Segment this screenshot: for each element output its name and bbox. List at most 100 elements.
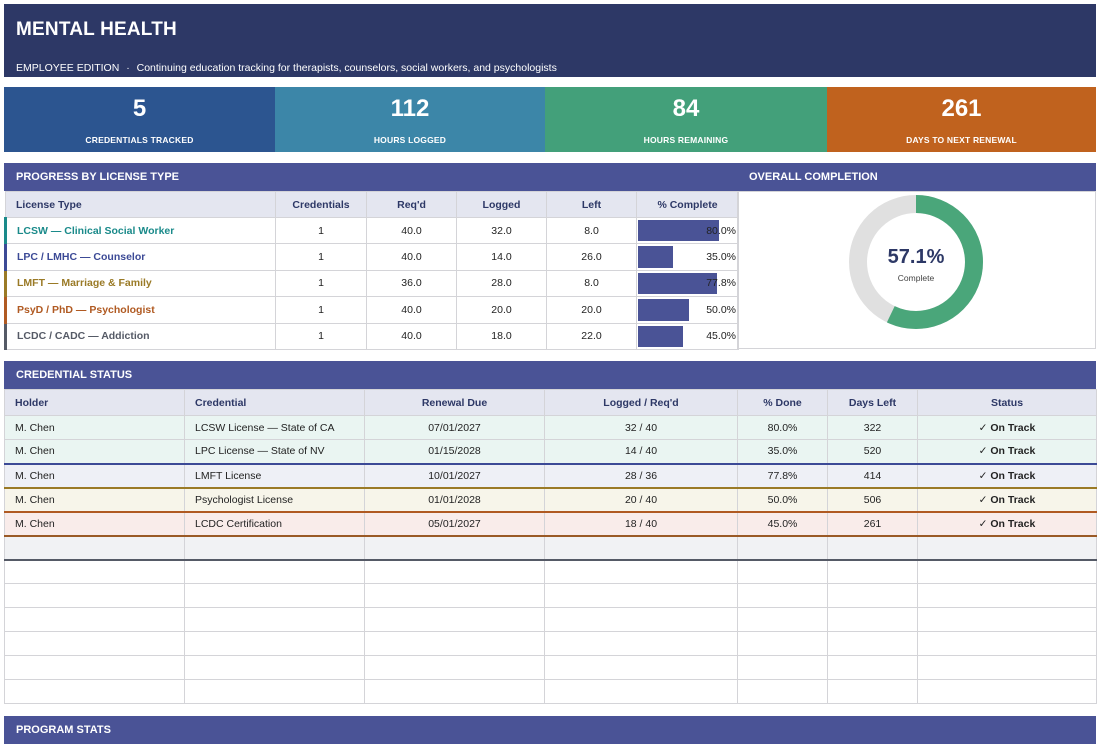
empty-cell (827, 631, 918, 656)
percent-complete-label: 50.0% (706, 303, 736, 316)
table-cell: 1 (275, 216, 367, 245)
overall-completion-donut: 57.1% Complete (849, 195, 983, 329)
table-cell: 80.0% (737, 415, 828, 440)
table-cell: 520 (827, 439, 918, 465)
table-cell: LMFT License (184, 463, 365, 489)
empty-cell (917, 535, 1097, 561)
progress-section-title: PROGRESS BY LICENSE TYPE (4, 163, 737, 191)
table-cell: M. Chen (4, 463, 185, 489)
donut-value-text: 57.1% (888, 246, 945, 268)
column-header: Req'd (366, 191, 457, 218)
table-cell: 35.0% (737, 439, 828, 465)
table-row: M. Chen LCSW License — State of CA 07/01/2… (4, 415, 1097, 440)
table-row: M. Chen LCDC Certification 05/01/2027 18 / … (4, 511, 1097, 537)
column-header: Credentials (275, 191, 367, 218)
empty-cell (917, 679, 1097, 704)
empty-row (4, 655, 1097, 680)
table-cell: M. Chen (4, 487, 185, 513)
empty-cell (917, 631, 1097, 656)
table-cell: 1 (275, 243, 367, 271)
empty-row (4, 607, 1097, 632)
table-row: M. Chen LPC License — State of NV 01/15/20… (4, 439, 1097, 465)
empty-cell (827, 679, 918, 704)
kpi-value: 84 (672, 95, 700, 122)
table-cell: 77.8% (737, 463, 828, 489)
empty-cell (737, 679, 828, 704)
column-header: Status (917, 389, 1097, 416)
table-cell: 45.0% (737, 511, 828, 537)
column-header: Credential (184, 389, 365, 416)
empty-cell (544, 607, 738, 632)
table-cell: 40.0 (366, 296, 457, 324)
table-cell: 8.0 (546, 216, 637, 245)
empty-cell (544, 655, 738, 680)
kpi-label: HOURS REMAINING (643, 135, 729, 145)
table-cell: 20.0 (546, 296, 637, 324)
empty-cell (917, 583, 1097, 608)
donut-caption: Complete (898, 273, 935, 283)
table-cell: 07/01/2027 (364, 415, 545, 440)
empty-cell (544, 535, 738, 561)
table-cell: 01/15/2028 (364, 439, 545, 465)
kpi-label: CREDENTIALS TRACKED (85, 135, 194, 145)
table-cell: 28 / 36 (544, 463, 738, 489)
percent-complete-cell: 45.0% (636, 322, 739, 350)
empty-cell (4, 583, 185, 608)
empty-cell (184, 583, 365, 608)
percent-complete-cell: 77.8% (636, 269, 739, 298)
program-stats-section-title: PROGRAM STATS (4, 716, 1096, 744)
kpi-row: 5 CREDENTIALS TRACKED 112 HOURS LOGGED 8… (4, 87, 1096, 152)
kpi-value: 112 (390, 95, 430, 122)
table-row: LCSW — Clinical Social Worker 1 40.0 32.0 8.… (4, 216, 739, 245)
empty-cell (737, 535, 828, 561)
empty-cell (4, 679, 185, 704)
table-cell: 22.0 (546, 322, 637, 350)
kpi-hours-logged: 112 HOURS LOGGED (275, 87, 545, 152)
table-cell: 1 (275, 296, 367, 324)
table-cell: 28.0 (456, 269, 547, 298)
empty-cell (827, 655, 918, 680)
column-header: Renewal Due (364, 389, 545, 416)
status-badge: ✓ On Track (917, 463, 1097, 489)
empty-cell (364, 655, 545, 680)
percent-complete-bar (638, 272, 717, 295)
overall-section-title: OVERALL COMPLETION (737, 163, 1096, 191)
status-badge: ✓ On Track (917, 439, 1097, 465)
empty-cell (184, 607, 365, 632)
table-cell: 322 (827, 415, 918, 440)
percent-complete-cell: 50.0% (636, 296, 739, 324)
empty-cell (364, 679, 545, 704)
credential-status-section-title: CREDENTIAL STATUS (4, 361, 1096, 389)
percent-complete-label: 45.0% (706, 330, 736, 343)
percent-complete-bar (638, 299, 689, 321)
table-cell: 20 / 40 (544, 487, 738, 513)
percent-complete-bar (638, 246, 674, 268)
empty-cell (4, 535, 185, 561)
kpi-credentials-tracked: 5 CREDENTIALS TRACKED (4, 87, 275, 152)
table-cell: 32 / 40 (544, 415, 738, 440)
empty-cell (364, 607, 545, 632)
percent-complete-cell: 35.0% (636, 243, 739, 271)
empty-cell (737, 655, 828, 680)
kpi-value: 261 (941, 95, 982, 122)
table-cell: LCDC Certification (184, 511, 365, 537)
empty-cell (737, 559, 828, 584)
license-type-cell: PsyD / PhD — Psychologist (4, 296, 276, 324)
page-subtitle: EMPLOYEE EDITION · Continuing education … (16, 62, 557, 74)
percent-complete-cell: 80.0% (636, 216, 739, 245)
table-cell: 20.0 (456, 296, 547, 324)
table-cell: 14 / 40 (544, 439, 738, 465)
table-row: LPC / LMHC — Counselor 1 40.0 14.0 26.0 35.0% (4, 243, 739, 271)
table-cell: M. Chen (4, 439, 185, 465)
empty-cell (184, 631, 365, 656)
table-cell: 40.0 (366, 322, 457, 350)
status-badge: ✓ On Track (917, 511, 1097, 537)
empty-cell (4, 559, 185, 584)
table-header-row: License Type Credentials Req'd Logged Le… (5, 191, 739, 218)
empty-cell (917, 559, 1097, 584)
empty-cell (827, 535, 918, 561)
column-header: Days Left (827, 389, 918, 416)
table-cell: 18.0 (456, 322, 547, 350)
empty-row (4, 583, 1097, 608)
empty-cell (544, 631, 738, 656)
